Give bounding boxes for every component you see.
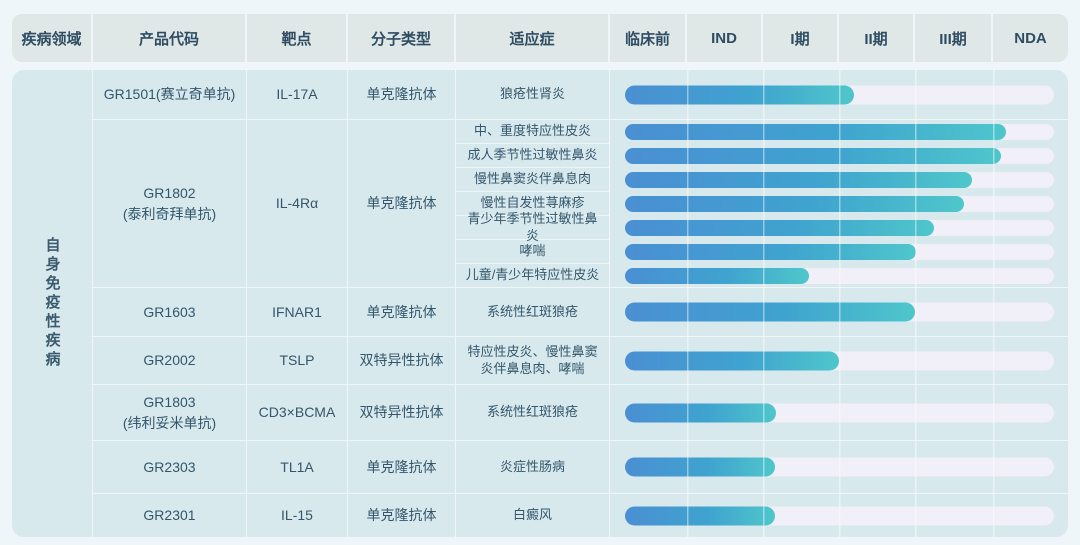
indication: 白癜风 bbox=[456, 494, 610, 537]
product-code: GR1603 bbox=[93, 288, 247, 337]
progress-track bbox=[625, 220, 1054, 236]
product-code: GR2301 bbox=[93, 494, 247, 537]
product-name: GR1803 bbox=[143, 394, 196, 411]
target: IL-17A bbox=[247, 70, 348, 120]
indication: 炎症性肠病 bbox=[456, 441, 610, 494]
header-disease-area: 疾病领域 bbox=[12, 14, 93, 62]
product-name: GR1802 bbox=[143, 185, 196, 202]
progress-track bbox=[625, 267, 1054, 284]
disease-area-cell: 自身免疫性疾病 bbox=[12, 70, 93, 537]
target: CD3×BCMA bbox=[247, 385, 348, 441]
indication: 哮喘 bbox=[456, 240, 610, 264]
header-target: 靶点 bbox=[247, 14, 348, 62]
progress-bar bbox=[625, 267, 809, 284]
pipeline-row-chart bbox=[610, 385, 1068, 441]
pipeline-row-chart bbox=[610, 144, 1068, 168]
product-code: GR1501(赛立奇单抗) bbox=[93, 70, 247, 120]
molecule-type: 单克隆抗体 bbox=[348, 70, 456, 120]
header-phase-2: II期 bbox=[839, 14, 915, 62]
progress-track bbox=[625, 85, 1054, 104]
header-phase-ind: IND bbox=[687, 14, 763, 62]
product-alias: (泰利奇拜单抗) bbox=[122, 205, 217, 222]
pipeline-row-chart bbox=[610, 288, 1068, 337]
pipeline-row-chart bbox=[610, 240, 1068, 264]
pipeline-row-chart bbox=[610, 120, 1068, 144]
disease-area-label: 自身免疫性疾病 bbox=[43, 237, 61, 370]
pipeline-row-chart bbox=[610, 70, 1068, 120]
progress-bar bbox=[625, 244, 916, 260]
target: IL-4Rα bbox=[247, 120, 348, 288]
progress-track bbox=[625, 351, 1054, 370]
progress-bar bbox=[625, 457, 776, 477]
header-phase-3: III期 bbox=[915, 14, 993, 62]
molecule-type: 单克隆抗体 bbox=[348, 494, 456, 537]
progress-track bbox=[625, 506, 1054, 525]
product-code: GR1802 (泰利奇拜单抗) bbox=[93, 120, 247, 288]
pipeline-row-chart bbox=[610, 337, 1068, 385]
progress-bar bbox=[625, 302, 915, 322]
progress-bar bbox=[625, 172, 972, 188]
pipeline-row-chart bbox=[610, 494, 1068, 537]
indication: 系统性红斑狼疮 bbox=[456, 385, 610, 441]
progress-bar bbox=[625, 351, 839, 370]
target: TL1A bbox=[247, 441, 348, 494]
progress-bar bbox=[625, 124, 1006, 140]
table-header: 疾病领域 产品代码 靶点 分子类型 适应症 临床前 IND I期 II期 III… bbox=[12, 14, 1068, 62]
indication: 慢性自发性荨麻疹 bbox=[456, 192, 610, 216]
indication: 狼疮性肾炎 bbox=[456, 70, 610, 120]
header-phase-1: I期 bbox=[763, 14, 839, 62]
indication: 成人季节性过敏性鼻炎 bbox=[456, 144, 610, 168]
progress-bar bbox=[625, 220, 934, 236]
progress-bar bbox=[625, 403, 777, 422]
progress-track bbox=[625, 148, 1054, 164]
header-phase-nda: NDA bbox=[993, 14, 1068, 62]
progress-track bbox=[625, 457, 1054, 477]
indication: 青少年季节性过敏性鼻炎 bbox=[456, 211, 610, 243]
progress-bar bbox=[625, 506, 776, 525]
progress-track bbox=[625, 196, 1054, 212]
progress-track bbox=[625, 124, 1054, 140]
progress-track bbox=[625, 403, 1054, 422]
molecule-type: 单克隆抗体 bbox=[348, 288, 456, 337]
pipeline-row-chart bbox=[610, 192, 1068, 216]
product-code: GR2002 bbox=[93, 337, 247, 385]
target: IL-15 bbox=[247, 494, 348, 537]
indication: 儿童/青少年特应性皮炎 bbox=[456, 264, 610, 288]
product-alias: (纬利妥米单抗) bbox=[122, 414, 217, 431]
product-code: GR2303 bbox=[93, 441, 247, 494]
indication: 慢性鼻窦炎伴鼻息肉 bbox=[456, 168, 610, 192]
indication: 特应性皮炎、慢性鼻窦炎伴鼻息肉、哮喘 bbox=[456, 337, 610, 385]
pipeline-row-chart bbox=[610, 264, 1068, 288]
product-code: GR1803 (纬利妥米单抗) bbox=[93, 385, 247, 441]
progress-bar bbox=[625, 196, 964, 212]
progress-track bbox=[625, 172, 1054, 188]
pipeline-row-chart bbox=[610, 441, 1068, 494]
header-product-code: 产品代码 bbox=[93, 14, 247, 62]
molecule-type: 单克隆抗体 bbox=[348, 441, 456, 494]
molecule-type: 双特异性抗体 bbox=[348, 337, 456, 385]
header-molecule-type: 分子类型 bbox=[348, 14, 456, 62]
molecule-type: 双特异性抗体 bbox=[348, 385, 456, 441]
header-indication: 适应症 bbox=[456, 14, 610, 62]
indication: 系统性红斑狼疮 bbox=[456, 288, 610, 337]
target: IFNAR1 bbox=[247, 288, 348, 337]
progress-track bbox=[625, 302, 1054, 322]
progress-track bbox=[625, 244, 1054, 260]
target: TSLP bbox=[247, 337, 348, 385]
pipeline-row-chart bbox=[610, 168, 1068, 192]
indication: 中、重度特应性皮炎 bbox=[456, 120, 610, 144]
progress-bar bbox=[625, 85, 854, 104]
pipeline-table: 自身免疫性疾病 GR1501(赛立奇单抗) IL-17A 单克隆抗体 狼疮性肾炎… bbox=[12, 70, 1068, 537]
header-phase-preclinical: 临床前 bbox=[610, 14, 687, 62]
progress-bar bbox=[625, 148, 1001, 164]
pipeline-row-chart bbox=[610, 216, 1068, 240]
molecule-type: 单克隆抗体 bbox=[348, 120, 456, 288]
